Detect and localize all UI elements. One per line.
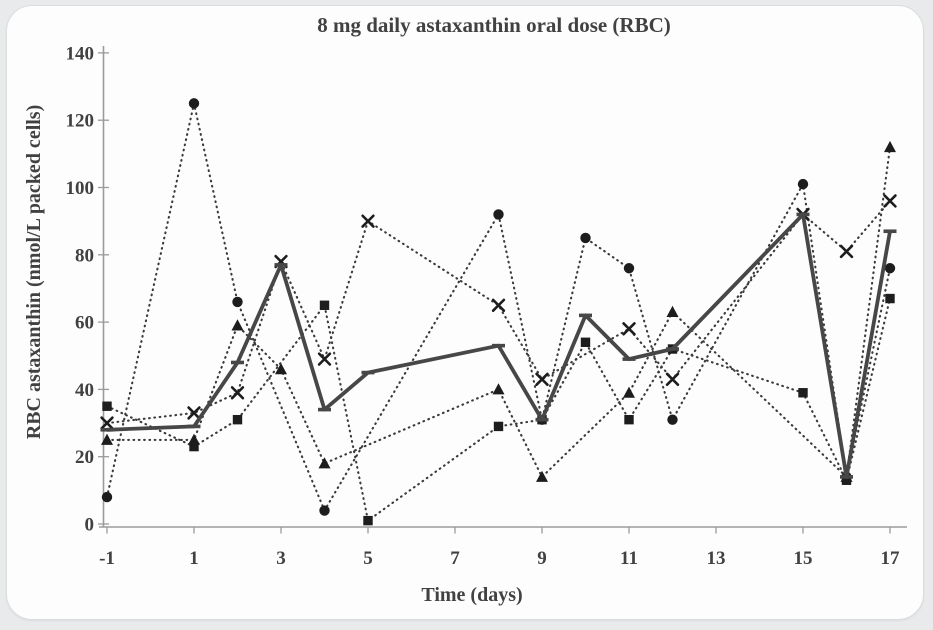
square-marker bbox=[319, 300, 330, 310]
circle-marker bbox=[884, 263, 896, 274]
square-marker bbox=[841, 475, 852, 485]
triangle-marker bbox=[623, 386, 635, 398]
series-mean-solid bbox=[100, 212, 897, 479]
y-tick-label: 40 bbox=[75, 380, 94, 401]
dash-marker bbox=[274, 263, 288, 267]
x-tick-label: 3 bbox=[276, 548, 286, 569]
dash-marker bbox=[622, 357, 636, 361]
chart-title: 8 mg daily astaxanthin oral dose (RBC) bbox=[317, 13, 671, 37]
x-marker bbox=[100, 416, 114, 430]
x-tick-label: 17 bbox=[881, 548, 901, 569]
x-marker bbox=[665, 372, 680, 387]
dash-marker bbox=[666, 347, 679, 351]
circle-marker bbox=[797, 178, 809, 190]
square-marker bbox=[363, 515, 373, 526]
x-tick-label: 15 bbox=[794, 548, 813, 569]
circle-marker bbox=[188, 98, 200, 109]
x-tick-label: 5 bbox=[363, 548, 373, 569]
x-marker bbox=[317, 352, 332, 366]
dash-marker bbox=[492, 343, 505, 348]
x-marker bbox=[883, 194, 897, 208]
x-axis-label: Time (days) bbox=[421, 584, 522, 606]
dash-marker bbox=[231, 360, 244, 365]
triangle-marker bbox=[492, 383, 505, 395]
square-marker bbox=[885, 293, 895, 304]
square-marker bbox=[624, 414, 634, 425]
y-tick-label: 0 bbox=[85, 515, 95, 536]
dash-marker bbox=[535, 417, 549, 422]
x-marker bbox=[839, 244, 854, 259]
x-marker bbox=[361, 214, 375, 228]
y-tick-label: 120 bbox=[66, 111, 95, 132]
chart-card bbox=[6, 5, 924, 620]
subject-triangle-line bbox=[105, 146, 892, 480]
x-tick-label: 13 bbox=[707, 548, 726, 569]
x-marker bbox=[187, 406, 201, 420]
y-tick-label: 80 bbox=[75, 245, 94, 266]
circle-marker bbox=[101, 491, 113, 503]
x-marker bbox=[230, 386, 245, 400]
subject-circle-line bbox=[105, 103, 892, 513]
series-subject-circle bbox=[101, 98, 896, 516]
triangle-marker bbox=[318, 457, 331, 469]
circle-marker bbox=[493, 209, 504, 220]
circle-marker bbox=[623, 263, 635, 274]
y-tick-label: 20 bbox=[75, 447, 94, 468]
triangle-marker bbox=[666, 305, 679, 318]
x-tick-label: 7 bbox=[450, 548, 460, 569]
x-tick-label: 11 bbox=[620, 548, 638, 569]
x-tick-label: 1 bbox=[189, 548, 199, 569]
series-layer bbox=[100, 98, 897, 526]
triangle-marker bbox=[275, 363, 287, 375]
triangle-marker bbox=[231, 319, 244, 331]
triangle-marker bbox=[101, 433, 113, 445]
dash-marker bbox=[883, 229, 897, 234]
dash-marker bbox=[187, 424, 201, 429]
triangle-marker bbox=[536, 470, 548, 482]
square-marker bbox=[493, 421, 504, 432]
mean-solid-line bbox=[106, 212, 892, 479]
triangle-marker bbox=[884, 140, 896, 153]
x-tick-label: 9 bbox=[537, 548, 547, 569]
square-marker bbox=[189, 441, 199, 452]
subject-square-line bbox=[105, 297, 892, 523]
y-tick-label: 140 bbox=[66, 43, 95, 64]
series-subject-square bbox=[102, 293, 895, 526]
x-marker bbox=[491, 298, 506, 312]
y-tick-label: 60 bbox=[75, 313, 94, 334]
circle-marker bbox=[667, 414, 678, 425]
dash-marker bbox=[100, 427, 114, 432]
dash-marker bbox=[318, 407, 331, 412]
circle-marker bbox=[319, 505, 330, 516]
square-marker bbox=[580, 337, 591, 347]
square-marker bbox=[102, 401, 112, 411]
dash-marker bbox=[840, 475, 853, 479]
y-tick-label: 100 bbox=[66, 178, 95, 199]
square-marker bbox=[232, 414, 243, 425]
x-marker bbox=[622, 322, 636, 336]
dash-marker bbox=[579, 313, 592, 318]
x-tick-label: -1 bbox=[99, 548, 115, 569]
circle-marker bbox=[580, 232, 591, 244]
square-marker bbox=[798, 388, 808, 398]
x-marker bbox=[535, 372, 549, 387]
series-subject-triangle bbox=[101, 140, 896, 482]
dash-marker bbox=[361, 370, 375, 375]
y-axis-label: RBC astaxanthin (nmol/L packed cells) bbox=[23, 105, 45, 439]
circle-marker bbox=[232, 296, 243, 308]
dash-marker bbox=[796, 212, 810, 217]
